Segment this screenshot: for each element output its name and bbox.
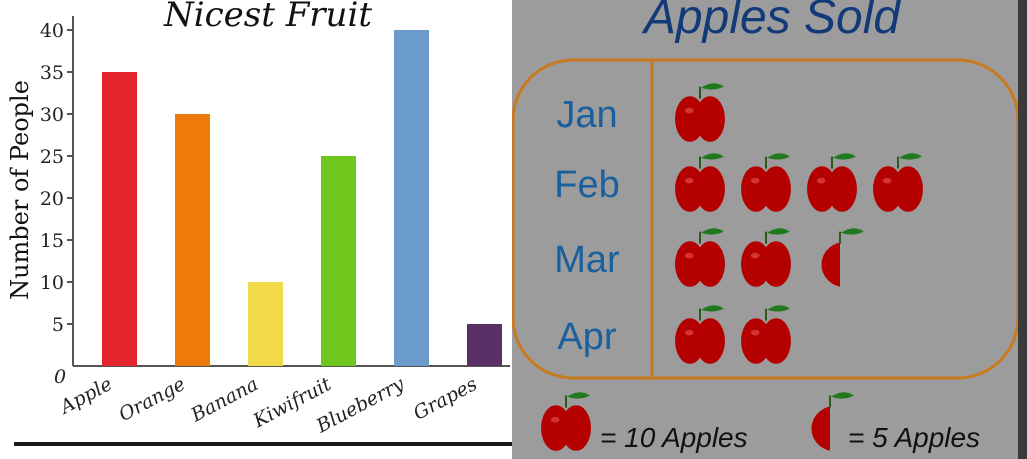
bar-grapes xyxy=(467,324,502,366)
bar-orange xyxy=(175,114,210,366)
apple-icon xyxy=(675,305,725,364)
apple-body xyxy=(695,318,725,364)
apple-leaf xyxy=(831,392,854,399)
y-axis-label: Number of People xyxy=(6,80,34,300)
apple-body xyxy=(761,241,791,287)
apple-body xyxy=(695,96,725,142)
panel-border xyxy=(1018,0,1027,459)
pictograph-chart: Apples Sold Jan Feb Mar Apr = 10 Apples = 5 Ap… xyxy=(512,0,1020,453)
apple-shine xyxy=(684,177,694,184)
apple-shine xyxy=(816,177,826,184)
apple-icon xyxy=(675,228,725,287)
apple-leaf xyxy=(701,83,724,90)
apple-body xyxy=(695,241,725,287)
y-tick-label: 40 xyxy=(40,20,64,42)
apple-leaf xyxy=(833,153,856,160)
apple-body xyxy=(827,166,857,212)
half-apple-icon xyxy=(821,228,864,287)
apple-shine xyxy=(684,107,694,114)
apple-icon xyxy=(741,153,791,212)
half-apple-icon xyxy=(811,392,854,451)
apple-leaf xyxy=(767,153,790,160)
bar-blueberry xyxy=(394,30,429,366)
y-tick-label: 20 xyxy=(40,188,64,210)
apple-shine xyxy=(750,177,760,184)
apple-body xyxy=(821,242,840,287)
apple-icon xyxy=(541,392,591,451)
y-tick-label: 10 xyxy=(40,272,64,294)
y-tick-label: 30 xyxy=(40,104,64,126)
bar-apple xyxy=(102,72,137,366)
legend-label: = 10 Apples xyxy=(600,422,748,453)
apple-body xyxy=(695,166,725,212)
apple-leaf xyxy=(701,153,724,160)
apple-shine xyxy=(750,252,760,259)
y-tick-label: 5 xyxy=(52,314,64,336)
month-label: Apr xyxy=(557,316,616,358)
apple-icon xyxy=(741,305,791,364)
apple-body xyxy=(811,406,830,451)
bar-kiwifruit xyxy=(321,156,356,366)
bar-chart: Nicest Fruit Number of People 0 5 10 15 20 25 30… xyxy=(6,0,510,438)
x-tick-label: Grapes xyxy=(410,373,481,425)
y-tick-label: 35 xyxy=(40,62,64,84)
legend-label: = 5 Apples xyxy=(848,422,980,453)
x-tick-label: Orange xyxy=(115,373,189,426)
apple-leaf xyxy=(899,153,922,160)
apple-body xyxy=(561,405,591,451)
y-tick-label: 25 xyxy=(40,146,64,168)
pictograph-panel: Apples Sold Jan Feb Mar Apr = 10 Apples = 5 Ap… xyxy=(512,0,1027,459)
y-tick-label: 15 xyxy=(40,230,64,252)
apple-icon xyxy=(675,153,725,212)
chart-title: Nicest Fruit xyxy=(163,0,372,35)
apple-body xyxy=(893,166,923,212)
apple-icon xyxy=(807,153,857,212)
apple-shine xyxy=(684,252,694,259)
apple-icon xyxy=(741,228,791,287)
y-tick-label: 0 xyxy=(54,366,66,388)
apple-shine xyxy=(550,416,560,423)
apple-leaf xyxy=(767,228,790,235)
chart-title: Apples Sold xyxy=(641,0,901,44)
x-tick-label: Banana xyxy=(187,373,262,427)
panel-border xyxy=(14,442,512,446)
apple-leaf xyxy=(767,305,790,312)
apple-shine xyxy=(750,329,760,336)
month-label: Feb xyxy=(554,164,619,206)
month-label: Jan xyxy=(556,94,617,136)
apple-shine xyxy=(684,329,694,336)
apple-leaf xyxy=(841,228,864,235)
bar-chart-panel: Nicest Fruit Number of People 0 5 10 15 20 25 30… xyxy=(0,0,512,446)
apple-leaf xyxy=(701,228,724,235)
apple-icon xyxy=(873,153,923,212)
apple-leaf xyxy=(567,392,590,399)
apple-shine xyxy=(882,177,892,184)
bar-banana xyxy=(248,282,283,366)
apple-body xyxy=(761,166,791,212)
month-label: Mar xyxy=(554,239,620,281)
apple-icon xyxy=(675,83,725,142)
apple-leaf xyxy=(701,305,724,312)
apple-body xyxy=(761,318,791,364)
